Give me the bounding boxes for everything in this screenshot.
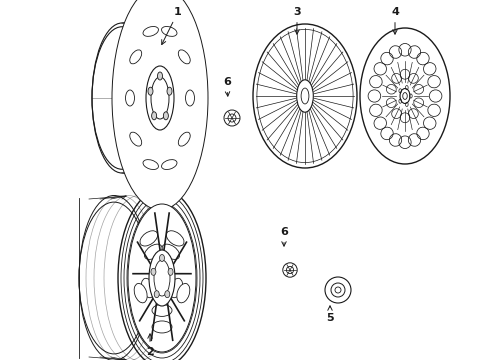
Ellipse shape — [130, 132, 142, 146]
Ellipse shape — [151, 112, 157, 120]
Ellipse shape — [165, 291, 170, 298]
Ellipse shape — [125, 90, 134, 106]
Ellipse shape — [178, 132, 190, 146]
Circle shape — [325, 277, 351, 303]
Ellipse shape — [128, 204, 196, 352]
Ellipse shape — [130, 50, 142, 64]
Ellipse shape — [162, 27, 177, 36]
Text: 5: 5 — [326, 306, 334, 323]
Ellipse shape — [400, 89, 410, 103]
Ellipse shape — [178, 50, 190, 64]
Text: 3: 3 — [293, 7, 301, 34]
Ellipse shape — [142, 278, 154, 298]
Ellipse shape — [163, 112, 169, 120]
Text: 2: 2 — [146, 334, 154, 357]
Text: 4: 4 — [391, 7, 399, 34]
Ellipse shape — [168, 268, 173, 275]
Text: 6: 6 — [280, 227, 288, 246]
Circle shape — [224, 110, 240, 126]
Ellipse shape — [134, 283, 147, 303]
Ellipse shape — [170, 278, 183, 298]
Circle shape — [283, 263, 297, 277]
Ellipse shape — [162, 159, 177, 170]
Ellipse shape — [152, 321, 172, 333]
Ellipse shape — [360, 28, 450, 164]
Ellipse shape — [167, 87, 172, 95]
Ellipse shape — [148, 87, 153, 95]
Ellipse shape — [140, 231, 158, 246]
Ellipse shape — [186, 90, 195, 106]
Ellipse shape — [177, 283, 190, 303]
Ellipse shape — [157, 72, 163, 80]
Ellipse shape — [151, 268, 156, 275]
Text: 6: 6 — [223, 77, 231, 96]
Ellipse shape — [296, 80, 313, 112]
Ellipse shape — [154, 291, 159, 298]
Ellipse shape — [167, 231, 184, 246]
Ellipse shape — [145, 244, 162, 260]
Ellipse shape — [162, 244, 179, 260]
Ellipse shape — [160, 255, 165, 261]
Ellipse shape — [143, 27, 158, 36]
Ellipse shape — [152, 305, 172, 316]
Ellipse shape — [112, 0, 208, 210]
Text: 1: 1 — [162, 7, 182, 45]
Ellipse shape — [143, 159, 158, 170]
Ellipse shape — [149, 250, 175, 306]
Ellipse shape — [253, 24, 357, 168]
Ellipse shape — [146, 66, 174, 130]
